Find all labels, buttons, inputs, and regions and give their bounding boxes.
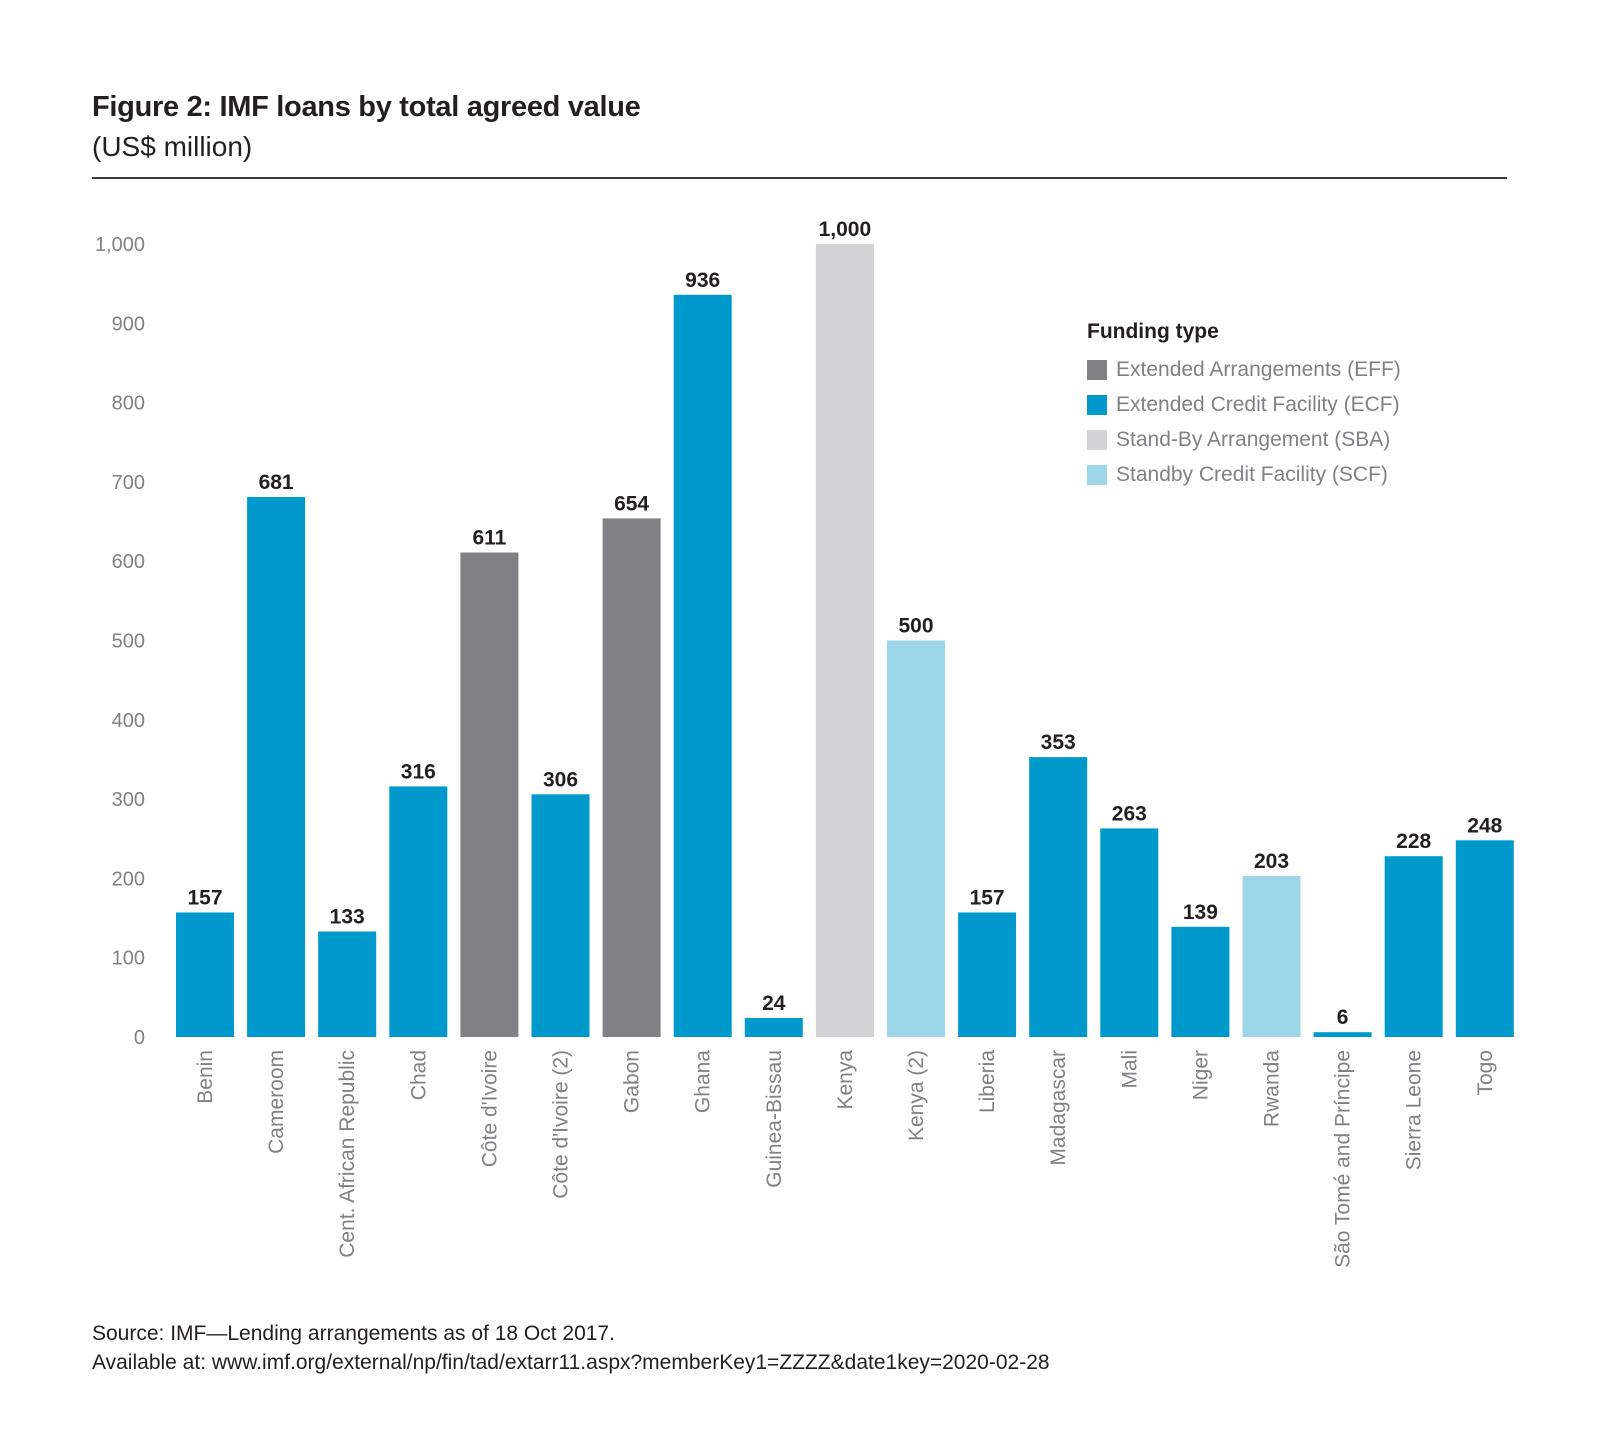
y-tick-label: 900	[112, 313, 145, 335]
legend-item-sba: Stand-By Arrangement (SBA)	[1087, 422, 1401, 457]
legend-label: Extended Arrangements (EFF)	[1116, 357, 1401, 381]
data-label: 306	[543, 768, 578, 791]
bar	[744, 1018, 803, 1037]
x-tick-label: Madagascar	[1047, 1050, 1070, 1166]
y-tick-label: 300	[112, 789, 145, 811]
data-label: 316	[401, 760, 436, 783]
bar	[247, 497, 306, 1037]
legend-swatch-sba	[1087, 429, 1107, 450]
legend-item-ecf: Extended Credit Facility (ECF)	[1087, 387, 1401, 422]
y-tick-label: 1,000	[95, 234, 145, 256]
bar	[1384, 856, 1443, 1037]
legend-title: Funding type	[1087, 320, 1219, 343]
x-tick-label: Côte d'Ivoire (2)	[550, 1050, 573, 1199]
y-tick-label: 0	[134, 1027, 145, 1049]
legend-label: Stand-By Arrangement (SBA)	[1116, 427, 1391, 451]
x-axis: Benin Cameroom Cent. African Republic Chad C…	[194, 1050, 1497, 1268]
y-axis: 0 100 200 300 400 500 600 700 800 900 1,000	[95, 234, 145, 1049]
y-tick-label: 700	[112, 472, 145, 494]
header-divider	[92, 177, 1507, 179]
bar	[1455, 840, 1514, 1037]
bar	[815, 244, 874, 1037]
bar	[1171, 926, 1230, 1037]
data-label: 681	[259, 471, 294, 494]
bar	[1100, 828, 1159, 1037]
bar	[176, 912, 234, 1037]
data-label: 654	[614, 492, 649, 515]
x-tick-label: Kenya	[834, 1050, 857, 1110]
legend-swatch-ecf	[1087, 394, 1107, 415]
data-label: 611	[472, 527, 506, 550]
x-tick-label: Cameroom	[265, 1050, 288, 1154]
x-tick-label: Mali	[1118, 1050, 1141, 1089]
bars	[176, 244, 1514, 1037]
y-tick-label: 400	[112, 710, 145, 732]
x-tick-label: Sierra Leone	[1403, 1050, 1426, 1170]
data-label: 24	[762, 992, 786, 1015]
x-tick-label: Liberia	[976, 1050, 999, 1113]
x-tick-label: Guinea-Bissau	[763, 1050, 786, 1188]
legend-label: Standby Credit Facility (SCF)	[1116, 462, 1388, 486]
legend: Funding type Extended Arrangements (EFF)…	[1087, 320, 1401, 492]
data-label: 228	[1396, 830, 1431, 853]
legend-item-eff: Extended Arrangements (EFF)	[1087, 352, 1401, 387]
data-label: 1,000	[819, 218, 872, 241]
bar	[460, 552, 519, 1037]
x-tick-label: Kenya (2)	[905, 1050, 928, 1141]
source-note: Source: IMF—Lending arrangements as of 1…	[92, 1322, 615, 1345]
data-label: 936	[685, 269, 720, 292]
source-url: Available at: www.imf.org/external/np/fi…	[92, 1351, 1050, 1374]
data-label: 263	[1112, 802, 1147, 825]
data-label: 133	[330, 906, 365, 929]
bar	[673, 294, 732, 1037]
data-label: 248	[1467, 814, 1502, 837]
data-label: 139	[1183, 901, 1218, 924]
x-tick-label: Ghana	[692, 1050, 715, 1113]
x-tick-label: Rwanda	[1261, 1050, 1284, 1127]
data-label: 157	[187, 887, 222, 910]
bar	[887, 640, 945, 1037]
x-tick-label: São Tomé and Príncipe	[1332, 1050, 1355, 1268]
x-tick-label: Niger	[1189, 1050, 1212, 1100]
bar	[1313, 1032, 1372, 1037]
legend-swatch-eff	[1087, 359, 1107, 380]
x-tick-label: Gabon	[621, 1050, 644, 1113]
x-tick-label: Cent. African Republic	[336, 1050, 359, 1258]
y-tick-label: 600	[112, 551, 145, 573]
data-label: 203	[1254, 850, 1289, 873]
bar	[958, 912, 1017, 1037]
bar	[1242, 876, 1301, 1037]
legend-item-scf: Standby Credit Facility (SCF)	[1087, 457, 1401, 492]
y-tick-label: 800	[112, 393, 145, 415]
data-label: 6	[1337, 1006, 1349, 1029]
y-tick-label: 200	[112, 868, 145, 890]
chart-subtitle: (US$ million)	[92, 131, 253, 162]
bar	[389, 786, 448, 1037]
legend-swatch-scf	[1087, 464, 1107, 485]
value-labels: 157 681 133 316 611 306 654 936 24 1,000 500 157 353…	[187, 218, 1502, 1029]
x-tick-label: Benin	[194, 1050, 217, 1104]
data-label: 353	[1041, 731, 1076, 754]
x-tick-label: Chad	[407, 1050, 430, 1100]
x-tick-label: Côte d'Ivoire	[478, 1050, 501, 1167]
data-label: 157	[970, 887, 1005, 910]
bar	[531, 794, 590, 1037]
bar	[602, 518, 661, 1037]
bar	[1029, 757, 1088, 1037]
bar	[318, 931, 377, 1037]
data-label: 500	[898, 615, 933, 638]
y-tick-label: 500	[112, 631, 145, 653]
y-tick-label: 100	[112, 948, 145, 970]
x-tick-label: Togo	[1474, 1050, 1497, 1096]
legend-label: Extended Credit Facility (ECF)	[1116, 392, 1400, 416]
chart-title: Figure 2: IMF loans by total agreed valu…	[92, 91, 641, 123]
